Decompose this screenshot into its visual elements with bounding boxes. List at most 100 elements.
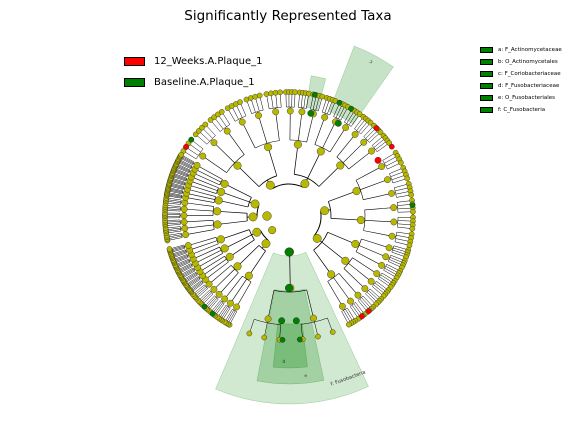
legend-item-baseline: Baseline.A.Plaque_1 [124,72,263,93]
taxon-node [180,212,188,219]
taxon-node [361,285,369,292]
taxon-node [352,187,361,196]
taxon-node [408,192,414,198]
taxa-key-item: c: F_Coriobacteriaceae [480,68,562,80]
taxon-node [217,187,226,196]
branch-line [229,239,255,258]
taxon-node [261,334,268,341]
taxon-node [351,131,359,138]
clade-label-d: d [282,359,285,365]
taxon-node [378,261,386,269]
branch-line [193,246,220,260]
branch-line [360,179,388,190]
branch-line [221,191,250,203]
branch-line [267,290,275,319]
taxon-node [264,315,272,323]
branch-line [327,231,356,245]
branch-line [236,281,252,308]
branch-line [237,165,260,187]
branch-line [289,257,291,288]
branch-line [338,273,359,296]
clade-highlight-d [272,322,308,369]
taxa-key-label: e: O_Fusobacteriales [498,95,556,101]
branch-line [195,249,222,264]
taxon-node [244,271,253,280]
branch-line [187,188,216,197]
taxon-node [263,91,270,97]
taxon-node [292,317,300,325]
taxon-node [215,111,221,118]
taxon-node [385,244,393,252]
taxa-key-swatch [480,95,493,101]
taxon-node [320,206,330,216]
taxon-node [250,199,260,209]
branch-line [352,257,377,274]
taxon-node [225,252,234,261]
taxon-node [221,295,229,303]
taxon-node [389,143,395,150]
cladogram-nodes [162,89,416,343]
taxon-node [336,99,343,106]
taxon-node [286,107,294,115]
taxon-node [248,212,258,222]
branch-line [363,193,392,200]
phylum-arc [272,183,304,190]
taxon-node [277,89,283,96]
taxa-key-label: b: O_Actinomycetales [498,59,558,65]
taxon-node [209,310,216,317]
legend-label-baseline: Baseline.A.Plaque_1 [154,77,255,88]
taxon-node [409,225,416,232]
branch-line [275,111,280,141]
taxon-node [327,270,336,279]
taxon-node [365,308,372,314]
branch-line [321,241,346,262]
taxa-key-item: f: C_Fusobacteria [480,104,562,116]
taxon-node [256,92,263,99]
figure-title: Significantly Represented Taxa [184,8,392,24]
taxon-node [321,113,329,121]
clade-label-c: c [368,58,373,65]
branch-line [185,229,215,235]
taxon-node [315,333,321,340]
taxon-node [390,218,398,226]
taxon-node [220,179,229,188]
branch-line [328,190,357,202]
taxon-node [278,317,286,325]
taxon-node [346,321,352,328]
branch-line [237,245,260,267]
branch-line [327,281,343,307]
phylum-arc [313,211,322,237]
branch-line [298,111,303,141]
branch-line [330,218,361,221]
branch-line [224,183,252,198]
taxa-key-swatch [480,83,493,89]
taxon-node [368,147,375,155]
branch-line [184,224,214,229]
taxon-node [218,109,225,115]
taxon-node [293,140,302,149]
branch-line [185,197,215,203]
taxon-node [265,180,275,190]
taxa-key-item: e: O_Fusobacteriales [480,92,562,104]
taxa-key-swatch [480,71,493,77]
taxon-node [409,202,416,208]
legend-label-12-weeks: 12_Weeks.A.Plaque_1 [154,56,263,67]
branch-line [329,127,346,153]
branch-line [199,255,225,272]
branch-line [205,261,229,280]
taxa-key-item: a: F_Actinomycetaceae [480,44,562,56]
branch-line [213,142,235,164]
branch-line [202,258,227,276]
branch-line [318,165,341,187]
taxon-node [183,143,189,150]
taxon-node [227,299,234,307]
taxon-node [252,227,262,237]
taxon-node [205,280,213,288]
taxon-node [384,176,391,184]
taxon-node [297,336,303,343]
legend-item-12-weeks: 12_Weeks.A.Plaque_1 [124,51,263,72]
taxon-node [182,231,190,239]
branch-line [343,268,366,289]
taxon-node [306,90,312,97]
